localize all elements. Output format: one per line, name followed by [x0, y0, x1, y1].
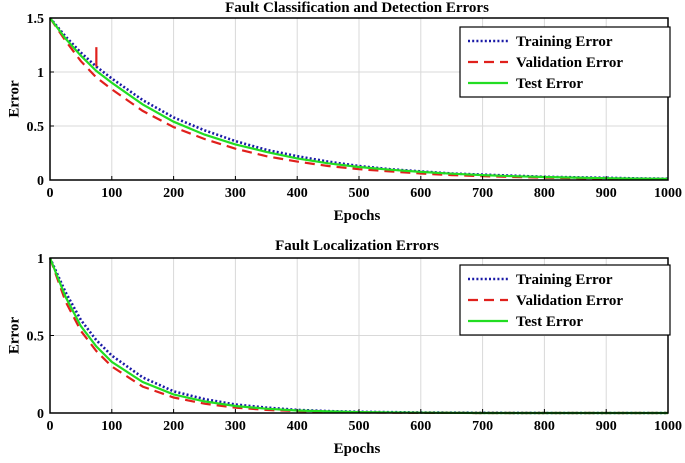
- x-tick-label: 1000: [654, 419, 682, 434]
- x-tick-label: 900: [596, 419, 617, 434]
- x-tick-label: 0: [47, 186, 54, 201]
- x-tick-label: 0: [47, 419, 54, 434]
- legend-label: Validation Error: [516, 293, 623, 309]
- series-line-training-error: [49, 17, 669, 180]
- legend-label: Test Error: [516, 314, 583, 330]
- x-tick-label: 600: [410, 186, 431, 201]
- y-tick-labels: 0 0.5 1 1.5: [27, 12, 54, 189]
- y-axis-label: Error: [6, 80, 22, 118]
- x-axis-label: Epochs: [334, 208, 381, 224]
- y-tick-label: 0.5: [27, 330, 45, 345]
- legend: Training Error Validation Error Test Error: [459, 264, 671, 336]
- x-tick-label: 600: [410, 419, 431, 434]
- x-tick-labels: 0 100 200 300 400 500 600 700 800 900 1000: [47, 176, 682, 201]
- x-tick-label: 300: [225, 186, 246, 201]
- legend-label: Training Error: [516, 272, 613, 288]
- x-axis-label: Epochs: [334, 441, 381, 457]
- x-tick-label: 900: [596, 186, 617, 201]
- x-tick-label: 500: [349, 186, 370, 201]
- series-line-validation-error: [49, 17, 669, 181]
- x-tick-label: 400: [287, 419, 308, 434]
- x-tick-labels: 0 100 200 300 400 500 600 700 800 900 1000: [47, 409, 682, 434]
- chart-fault-classification: 0 100 200 300 400 500 600 700 800 900 1000 0 0.5 1 1.…: [6, 0, 682, 224]
- x-tick-label: 300: [225, 419, 246, 434]
- y-tick-label: 0.5: [27, 120, 45, 135]
- y-tick-label: 1: [37, 66, 44, 81]
- chart-title: Fault Classification and Detection Error…: [225, 0, 489, 16]
- x-tick-label: 1000: [654, 186, 682, 201]
- chart-title: Fault Localization Errors: [275, 238, 439, 254]
- y-tick-label: 1.5: [27, 12, 45, 27]
- y-axis-label: Error: [6, 317, 22, 355]
- x-tick-label: 400: [287, 186, 308, 201]
- y-tick-labels: 00.51: [27, 252, 54, 422]
- legend-label: Training Error: [516, 34, 613, 50]
- series-line-test-error: [49, 17, 669, 180]
- x-tick-label: 700: [472, 419, 493, 434]
- legend: Training Error Validation Error Test Error: [459, 26, 671, 98]
- x-tick-label: 200: [163, 419, 184, 434]
- x-tick-label: 700: [472, 186, 493, 201]
- x-tick-label: 100: [101, 419, 122, 434]
- x-tick-label: 800: [534, 419, 555, 434]
- x-tick-label: 800: [534, 186, 555, 201]
- legend-box: [459, 26, 671, 98]
- x-tick-label: 200: [163, 186, 184, 201]
- legend-box: [459, 264, 671, 336]
- y-tick-label: 0: [37, 407, 44, 422]
- legend-label: Test Error: [516, 76, 583, 92]
- chart-fault-localization: 0 100 200 300 400 500 600 700 800 900 1000 00.51 F…: [6, 238, 682, 457]
- x-tick-label: 500: [349, 419, 370, 434]
- series-lines: [49, 17, 669, 181]
- x-tick-label: 100: [101, 186, 122, 201]
- y-tick-label: 0: [37, 174, 44, 189]
- y-tick-label: 1: [37, 252, 44, 267]
- legend-label: Validation Error: [516, 55, 623, 71]
